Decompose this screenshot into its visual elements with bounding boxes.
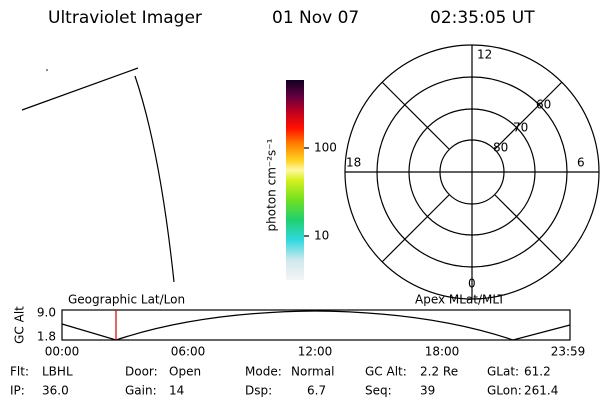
colorbar-tick: 10: [314, 229, 329, 243]
info-label: Door:: [125, 365, 158, 379]
time: 02:35:05 UT: [430, 8, 535, 28]
colorbar-tick: 100: [314, 141, 337, 155]
info-value: Open: [169, 365, 201, 379]
info-label: GC Alt:: [365, 365, 407, 379]
orbit-y-label: GC Alt: [13, 306, 27, 344]
info-label: Seq:: [365, 384, 392, 398]
orbit-x-tick: 00:00: [45, 345, 80, 359]
info-value: 61.2: [524, 365, 551, 379]
mlt-label: 12: [477, 48, 492, 62]
mlat-label: 80: [493, 141, 508, 155]
info-label: IP:: [10, 384, 25, 398]
polar-grid: [344, 44, 600, 300]
colorbar-label: photon cm⁻²s⁻¹: [265, 138, 279, 231]
orbit-y-tick: 1.8: [37, 330, 56, 344]
orbit-y-tick: 9.0: [37, 306, 56, 320]
orbit-right-label: Apex MLat/MLT: [415, 293, 505, 307]
info-value: 6.7: [307, 384, 326, 398]
info-value: 14: [169, 384, 184, 398]
info-label: Mode:: [245, 365, 282, 379]
info-value: 39: [420, 384, 435, 398]
info-label: GLon:: [487, 384, 522, 398]
date: 01 Nov 07: [272, 8, 359, 28]
info-value: LBHL: [42, 365, 73, 379]
info-label: Flt:: [10, 365, 29, 379]
title: Ultraviolet Imager: [48, 8, 202, 28]
mlat-label: 70: [513, 121, 528, 135]
orbit-x-tick: 23:59: [551, 345, 586, 359]
mlt-label: 0: [468, 277, 476, 291]
orbit-x-tick: 06:00: [171, 345, 206, 359]
mlat-label: 60: [536, 98, 551, 112]
orbit-frame: [61, 309, 571, 341]
orbit-x-tick: 18:00: [425, 345, 460, 359]
info-value: 261.4: [524, 384, 558, 398]
info-label: Dsp:: [245, 384, 272, 398]
info-value: 36.0: [42, 384, 69, 398]
mlt-label: 18: [346, 156, 361, 170]
info-label: Gain:: [125, 384, 157, 398]
image-outline: [21, 67, 175, 283]
mlt-label: 6: [577, 156, 585, 170]
info-panel: Flt: LBHL Door: Open Mode: Normal GC Alt: 2.2 R…: [10, 365, 558, 398]
orbit-curve: [61, 310, 571, 341]
orbit-left-label: Geographic Lat/Lon: [68, 293, 185, 307]
info-value: Normal: [291, 365, 334, 379]
orbit-x-tick: 12:00: [298, 345, 333, 359]
colorbar: [286, 80, 304, 280]
info-value: 2.2 Re: [420, 365, 458, 379]
info-label: GLat:: [487, 365, 519, 379]
